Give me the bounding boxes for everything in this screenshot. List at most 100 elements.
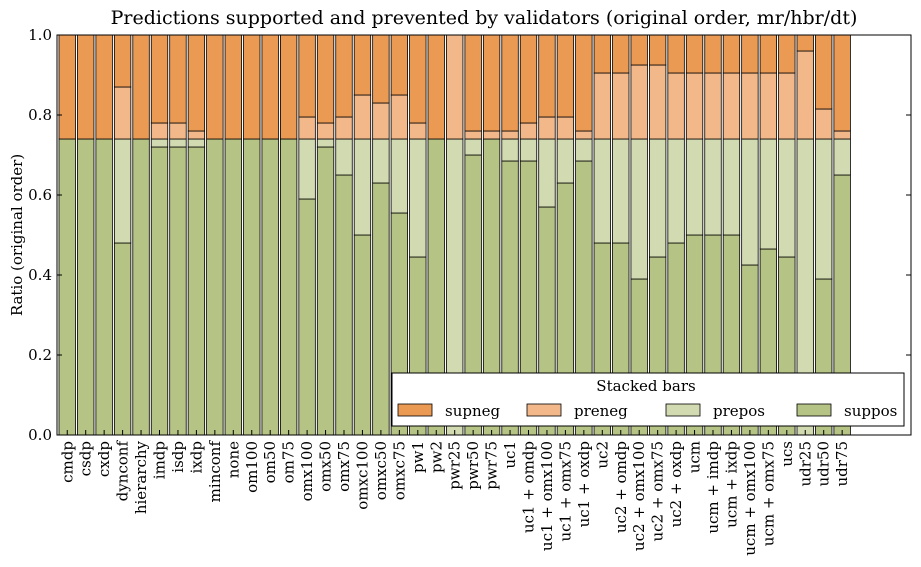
bar-segment-suppos [316,146,335,436]
x-tick-label: csdp [77,441,95,476]
bar-segment-suppos [169,146,187,436]
bar-segment-preneg [741,72,759,140]
bar-segment-suppos [150,146,169,436]
bar-segment-suppos [224,138,242,436]
bar-segment-preneg [593,72,611,140]
bar-segment-supneg [113,34,132,88]
bar-segment-supneg [169,34,187,124]
x-tick-label: hierarchy [132,440,150,514]
bar-segment-supneg [132,34,150,140]
bar-segment-suppos [243,138,261,436]
x-tick-label: uc2 [593,441,611,469]
x-tick-label: ucm + imdp [704,441,722,534]
x-tick-label: pwr75 [483,441,501,490]
x-tick-label: uc1 + omdp [520,441,538,533]
bar-segment-supneg [759,34,777,74]
bar-segment-preneg [409,122,427,140]
x-tick-label: ucm + omx100 [741,441,759,556]
bar-segment-supneg [796,34,814,52]
bar-segment-preneg [150,122,169,140]
bar-segment-preneg [630,64,648,140]
x-tick-label: udr50 [815,441,833,487]
bar-segment-prepos [335,138,353,176]
bar-segment-supneg [335,34,353,118]
x-tick-label: dynconf [114,440,132,502]
x-tick-label: ucm [686,441,704,473]
bar-segment-prepos [778,138,796,258]
bar-segment-preneg [815,108,833,140]
bar-segment-preneg [446,34,464,140]
bar-segment-supneg [316,34,335,124]
legend-title: Stacked bars [596,377,695,395]
bar-segment-preneg [501,130,519,140]
bar-segment-supneg [427,34,445,140]
bar-segment-supneg [224,34,242,140]
bar-segment-prepos [353,138,372,236]
x-tick-label: pw2 [427,441,445,473]
bar-segment-suppos [261,138,279,436]
x-tick-label: udr75 [833,441,851,487]
bar-segment-prepos [501,138,519,162]
x-tick-label: imdp [151,441,169,479]
bar-segment-prepos [759,138,777,250]
bar-segment-supneg [409,34,427,124]
bar-segment-supneg [722,34,741,74]
bar-segment-supneg [279,34,298,140]
bar-segment-preneg [298,116,316,140]
bar-segment-preneg [538,116,556,140]
bar-segment-preneg [169,122,187,140]
legend-label-supneg: supneg [445,402,500,420]
bar-segment-supneg [464,34,482,132]
y-tick-label: 0.8 [28,106,52,124]
bar-segment-preneg [187,130,206,140]
bar-segment-prepos [833,138,851,176]
bar-segment-supneg [390,34,409,96]
bar-segment-suppos [298,198,316,436]
bar-segment-preneg [353,94,372,140]
x-tick-label: omx100 [298,441,316,501]
bar-segment-prepos [556,138,575,184]
bar-segment-supneg [667,34,685,74]
bar-segment-supneg [575,34,593,132]
bar-segment-suppos [353,234,372,436]
bar-segment-supneg [741,34,759,74]
y-axis-label: Ratio (original order) [8,154,26,316]
legend-swatch-prepos [665,403,701,417]
bar-segment-preneg [556,116,575,140]
x-tick-label: uc1 [501,441,519,469]
x-tick-label: cmdp [58,441,76,483]
bar-segment-suppos [206,138,224,436]
x-tick-label: ucs [778,441,796,467]
bar-segment-supneg [95,34,113,140]
x-tick-label: minconf [206,440,224,503]
bar-segment-supneg [556,34,575,118]
bar-segment-prepos [815,138,833,280]
bar-segment-preneg [833,130,851,140]
bar-segment-preneg [649,64,667,140]
bar-segment-preneg [575,130,593,140]
bar-segment-preneg [704,72,722,140]
bar-segment-supneg [58,34,76,140]
y-tick-label: 0.6 [28,186,52,204]
bar-segment-preneg [778,72,796,140]
bar-segment-supneg [150,34,169,124]
bar-segment-supneg [685,34,704,74]
x-tick-label: pw1 [409,441,427,473]
legend-entries: supneg preneg prepos suppos [397,402,897,420]
bar-segment-supneg [372,34,390,104]
bar-segment-prepos [630,138,648,280]
legend-label-suppos: suppos [844,402,897,420]
bar-segment-suppos [372,182,390,436]
bar-segment-supneg [206,34,224,140]
bar-segment-preneg [372,102,390,140]
legend-label-preneg: preneg [574,402,628,420]
plot-frame [56,34,912,436]
bar-segment-supneg [77,34,95,140]
bar-segment-prepos [390,138,409,214]
x-tick-label: omx75 [335,441,353,492]
bar-segment-prepos [519,138,538,162]
legend-label-prepos: prepos [713,402,765,420]
bar-segment-supneg [187,34,206,132]
bar-segment-suppos [279,138,298,436]
bar-segment-supneg [519,34,538,124]
